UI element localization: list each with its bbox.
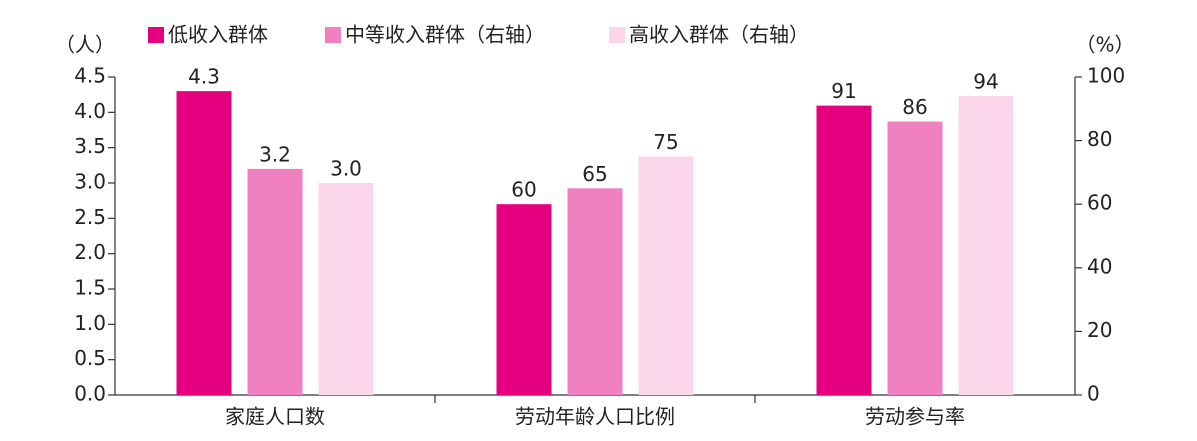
bar <box>816 105 872 396</box>
bar <box>567 188 623 395</box>
y2-tick-label: 40 <box>1087 254 1112 278</box>
bar <box>318 183 374 395</box>
y2-tick-label: 20 <box>1087 318 1112 342</box>
legend-swatch <box>148 27 164 43</box>
value-label: 3.2 <box>259 142 291 166</box>
y2-tick-label: 100 <box>1087 64 1125 88</box>
bar <box>638 156 694 395</box>
x-tick-label: 劳动参与率 <box>865 405 965 429</box>
x-tick-label: 劳动年龄人口比例 <box>515 405 675 429</box>
y2-tick-label: 60 <box>1087 191 1112 215</box>
y-tick-label: 2.5 <box>74 205 106 229</box>
x-tick-label: 家庭人口数 <box>225 405 325 429</box>
legend-label: 中等收入群体（右轴） <box>345 23 545 47</box>
value-label: 3.0 <box>330 157 362 181</box>
bar <box>496 204 552 395</box>
y2-tick-label: 0 <box>1087 382 1100 406</box>
bar <box>958 96 1014 395</box>
y-tick-label: 4.0 <box>74 99 106 123</box>
value-label: 65 <box>582 162 607 186</box>
y-axis-title: （人） <box>55 33 115 57</box>
value-label: 91 <box>831 79 856 103</box>
value-label: 75 <box>653 130 678 154</box>
bar <box>887 121 943 396</box>
y2-axis-title: （%） <box>1075 33 1134 57</box>
legend-swatch <box>325 27 341 43</box>
y-tick-label: 3.0 <box>74 170 106 194</box>
value-label: 86 <box>902 95 927 119</box>
value-label: 4.3 <box>188 65 220 89</box>
y-tick-label: 4.5 <box>74 64 106 88</box>
y-tick-label: 0.5 <box>74 346 106 370</box>
y-tick-label: 0.0 <box>74 382 106 406</box>
y-tick-label: 1.0 <box>74 311 106 335</box>
y-tick-label: 2.0 <box>74 240 106 264</box>
legend-label: 高收入群体（右轴） <box>629 23 809 47</box>
value-label: 60 <box>511 178 536 202</box>
legend-label: 低收入群体 <box>168 23 268 47</box>
value-label: 94 <box>973 70 998 94</box>
bar <box>247 168 303 395</box>
y2-tick-label: 80 <box>1087 127 1112 151</box>
legend-swatch <box>609 27 625 43</box>
y-tick-label: 1.5 <box>74 276 106 300</box>
bar <box>176 91 232 395</box>
y-tick-label: 3.5 <box>74 134 106 158</box>
